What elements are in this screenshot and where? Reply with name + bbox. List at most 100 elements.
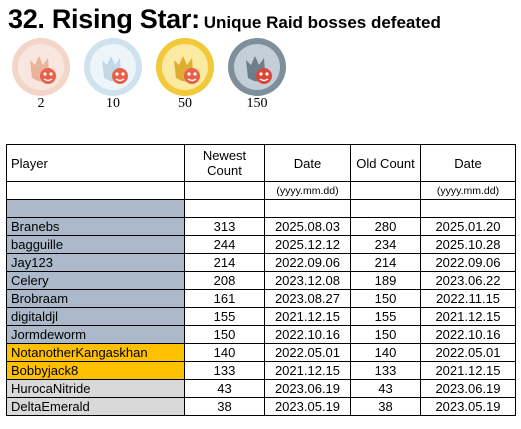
newest-date-cell: 2021.12.15	[264, 307, 351, 326]
newest-count-cell: 161	[184, 289, 265, 308]
player-name-cell: digitaldjl	[6, 307, 185, 326]
medal-platinum	[228, 38, 286, 96]
newest-count-cell: 208	[184, 271, 265, 290]
newest-count-cell: 38	[184, 397, 265, 416]
table-row: Bobbyjack8 133 2021.12.15 133 2021.12.15	[6, 361, 516, 380]
old-count-cell: 155	[350, 307, 421, 326]
table-header-row: Player Newest Count Date Old Count Date	[6, 144, 516, 182]
player-name-cell: Brobraam	[6, 289, 185, 308]
newest-date-cell: 2023.12.08	[264, 271, 351, 290]
newest-date-cell: 2023.05.19	[264, 397, 351, 416]
medal-bronze	[12, 38, 70, 96]
newest-date-cell: 2025.08.03	[264, 217, 351, 236]
col-header-old-count: Old Count	[350, 144, 421, 182]
table-row: Celery 208 2023.12.08 189 2023.06.22	[6, 271, 516, 290]
medal-gold	[156, 38, 214, 96]
pokemon-badge-icon	[30, 56, 56, 84]
old-date-cell: 2021.12.15	[420, 361, 516, 380]
newest-date-cell: 2021.12.15	[264, 361, 351, 380]
old-date-cell: 2025.10.28	[420, 235, 516, 254]
old-count-cell: 140	[350, 343, 421, 362]
medal-threshold-gold: 50	[178, 96, 192, 111]
old-count-cell: 150	[350, 289, 421, 308]
ranking-table: Player Newest Count Date Old Count Date …	[6, 144, 516, 416]
player-name-cell: Celery	[6, 271, 185, 290]
old-date-cell: 2022.11.15	[420, 289, 516, 308]
player-name-cell: Jay123	[6, 253, 185, 272]
old-date-cell: 2023.05.19	[420, 397, 516, 416]
col-header-player: Player	[6, 144, 185, 182]
medal-row: 2 10 50 150	[0, 38, 300, 118]
pokemon-badge-icon	[246, 56, 272, 84]
table-row: HurocaNitride 43 2023.06.19 43 2023.06.19	[6, 379, 516, 398]
old-count-cell: 214	[350, 253, 421, 272]
newest-count-cell: 313	[184, 217, 265, 236]
table-row: NotanotherKangaskhan 140 2022.05.01 140 2022…	[6, 343, 516, 362]
medal-silver	[84, 38, 142, 96]
old-count-cell: 133	[350, 361, 421, 380]
newest-date-cell: 2025.12.12	[264, 235, 351, 254]
old-date-cell: 2023.06.22	[420, 271, 516, 290]
player-name-cell: HurocaNitride	[6, 379, 185, 398]
table-units-row: (yyyy.mm.dd) (yyyy.mm.dd)	[6, 181, 516, 200]
table-row: DeltaEmerald 38 2023.05.19 38 2023.05.19	[6, 397, 516, 416]
spacer-cell	[350, 199, 421, 218]
player-name-cell: Bobbyjack8	[6, 361, 185, 380]
old-date-cell: 2023.06.19	[420, 379, 516, 398]
table-row: Jay123 214 2022.09.06 214 2022.09.06	[6, 253, 516, 272]
title-subtitle: Unique Raid bosses defeated	[203, 13, 441, 32]
player-name-cell: DeltaEmerald	[6, 397, 185, 416]
newest-count-cell: 244	[184, 235, 265, 254]
col-header-date: Date	[264, 144, 351, 182]
spacer-cell	[184, 199, 265, 218]
medal-threshold-bronze: 2	[37, 96, 45, 111]
newest-date-cell: 2023.06.19	[264, 379, 351, 398]
units-cell-empty	[6, 181, 185, 200]
col-header-old-date: Date	[420, 144, 516, 182]
old-count-cell: 280	[350, 217, 421, 236]
medal-threshold-platinum: 150	[246, 96, 268, 111]
spacer-cell	[420, 199, 516, 218]
newest-date-cell: 2023.08.27	[264, 289, 351, 308]
table-row: Jormdeworm 150 2022.10.16 150 2022.10.16	[6, 325, 516, 344]
newest-date-cell: 2022.05.01	[264, 343, 351, 362]
old-count-cell: 234	[350, 235, 421, 254]
newest-date-cell: 2022.09.06	[264, 253, 351, 272]
old-count-cell: 189	[350, 271, 421, 290]
spacer-cell	[264, 199, 351, 218]
units-cell-empty	[184, 181, 265, 200]
old-count-cell: 38	[350, 397, 421, 416]
newest-count-cell: 155	[184, 307, 265, 326]
old-date-cell: 2022.09.06	[420, 253, 516, 272]
units-cell-empty	[350, 181, 421, 200]
old-count-cell: 43	[350, 379, 421, 398]
newest-count-cell: 214	[184, 253, 265, 272]
title-main: 32. Rising Star:	[8, 4, 200, 34]
table-row: bagguille 244 2025.12.12 234 2025.10.28	[6, 235, 516, 254]
table-row: Branebs 313 2025.08.03 280 2025.01.20	[6, 217, 516, 236]
newest-count-cell: 133	[184, 361, 265, 380]
col-header-newest-count: Newest Count	[184, 144, 265, 182]
player-name-cell: Jormdeworm	[6, 325, 185, 344]
old-date-cell: 2022.05.01	[420, 343, 516, 362]
page-title: 32. Rising Star: Unique Raid bosses defea…	[8, 4, 441, 35]
newest-date-cell: 2022.10.16	[264, 325, 351, 344]
player-name-cell: Branebs	[6, 217, 185, 236]
old-date-cell: 2025.01.20	[420, 217, 516, 236]
newest-count-cell: 43	[184, 379, 265, 398]
old-date-cell: 2022.10.16	[420, 325, 516, 344]
newest-count-cell: 150	[184, 325, 265, 344]
old-count-cell: 150	[350, 325, 421, 344]
pokemon-badge-icon	[102, 56, 128, 84]
medal-threshold-silver: 10	[106, 96, 120, 111]
table-row: digitaldjl 155 2021.12.15 155 2021.12.15	[6, 307, 516, 326]
player-name-cell: bagguille	[6, 235, 185, 254]
newest-count-cell: 140	[184, 343, 265, 362]
player-name-cell: NotanotherKangaskhan	[6, 343, 185, 362]
old-date-cell: 2021.12.15	[420, 307, 516, 326]
pokemon-badge-icon	[174, 56, 200, 84]
old-date-format-note: (yyyy.mm.dd)	[420, 181, 516, 200]
table-row: Brobraam 161 2023.08.27 150 2022.11.15	[6, 289, 516, 308]
spacer-cell-player	[6, 199, 185, 218]
date-format-note: (yyyy.mm.dd)	[264, 181, 351, 200]
